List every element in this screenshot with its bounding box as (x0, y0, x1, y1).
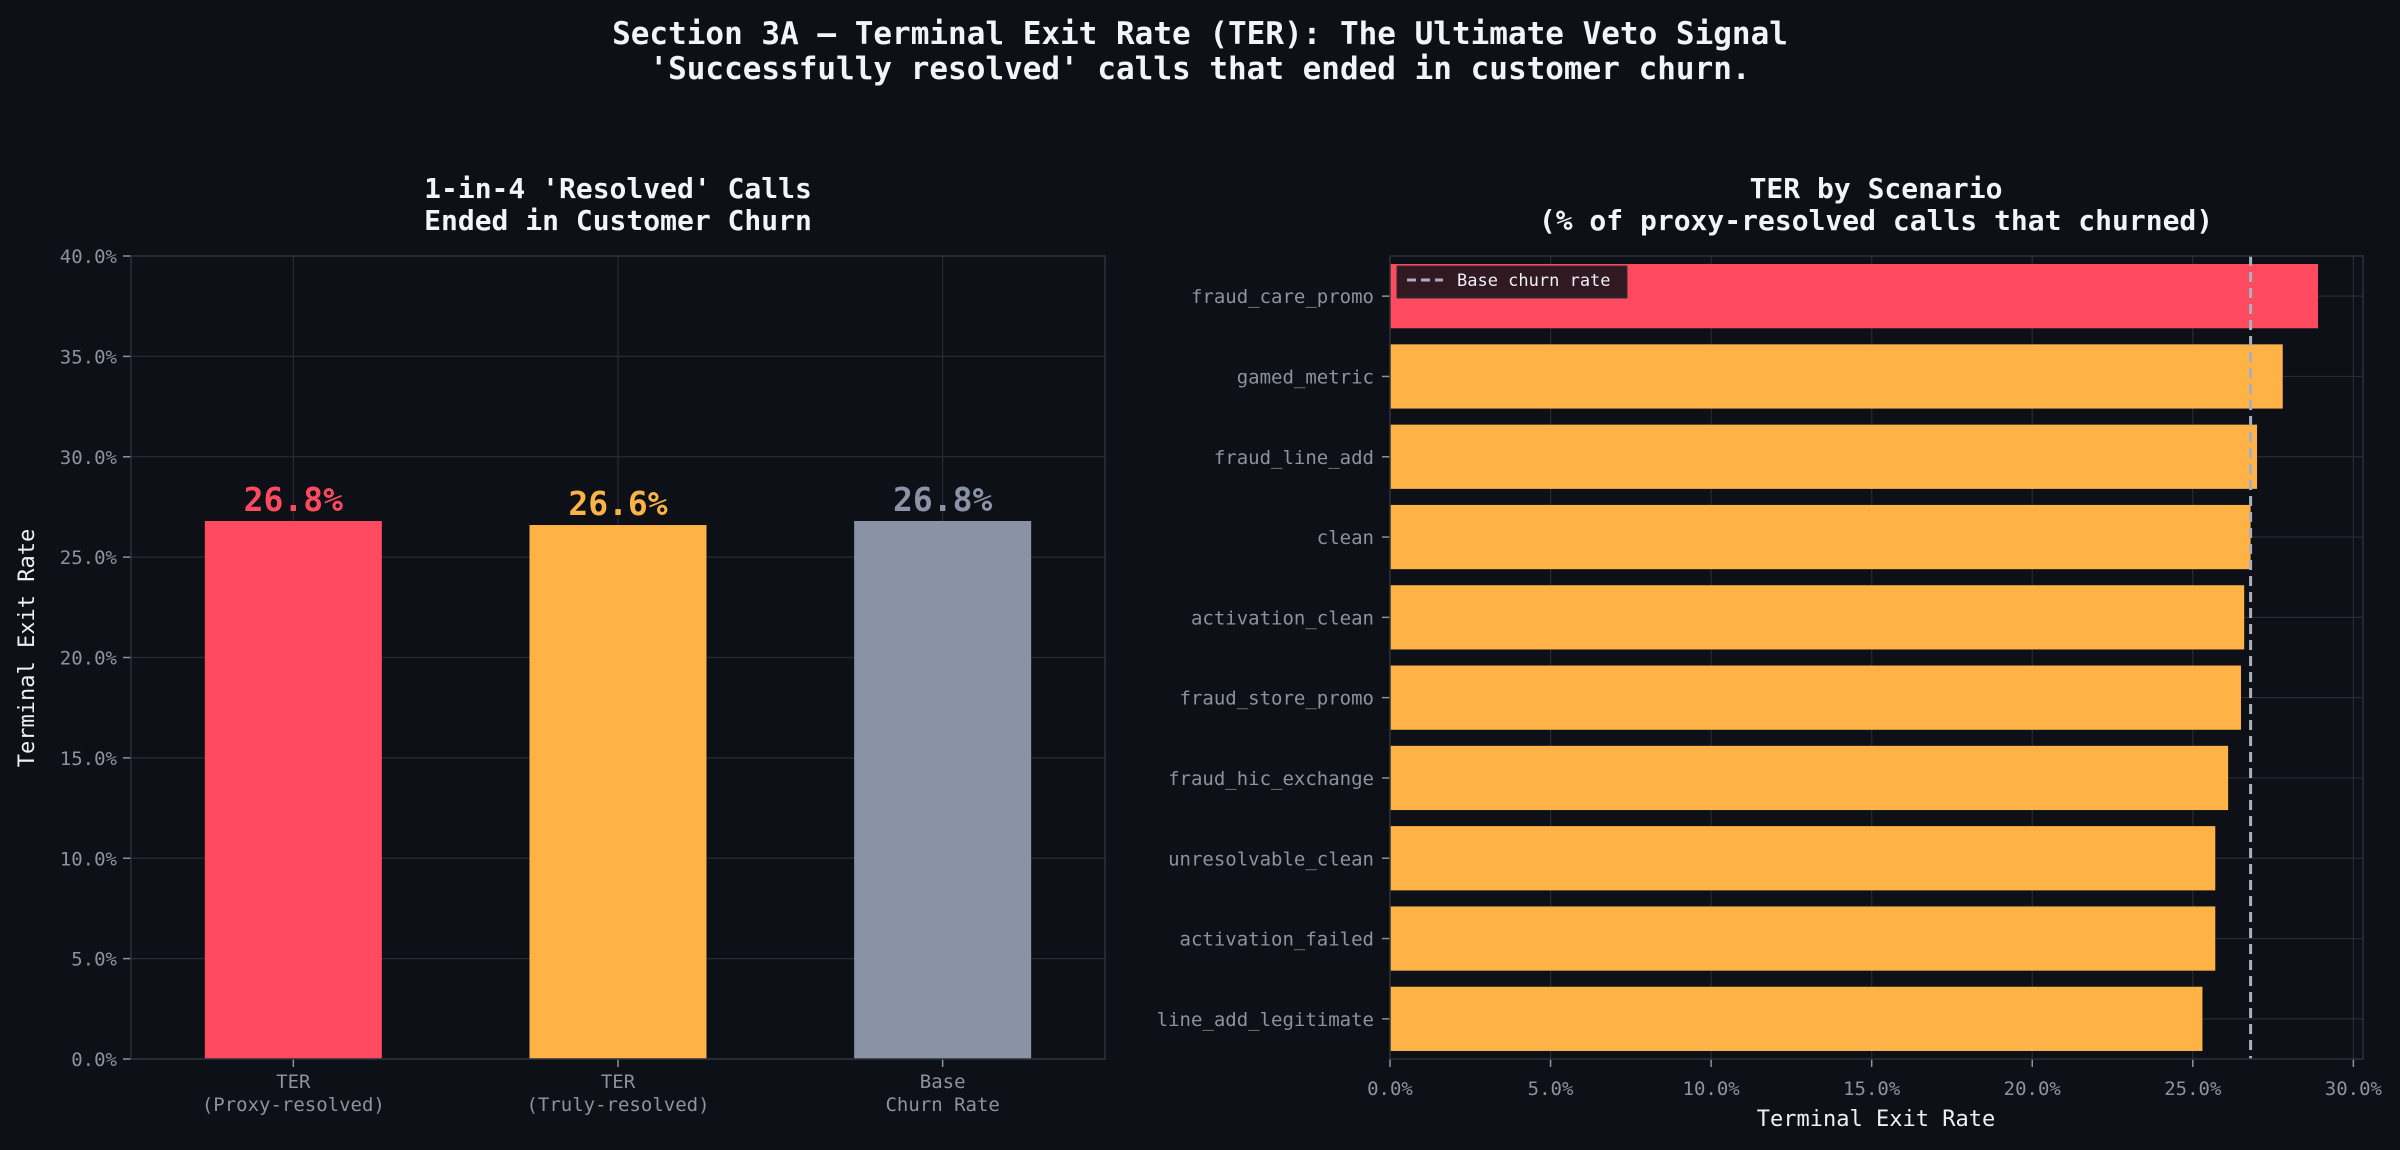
right-bars (1390, 264, 2319, 1051)
right-y-tick-label: line_add_legitimate (1157, 1009, 1374, 1031)
right-bar (1390, 344, 2283, 409)
figure-subtitle: 'Successfully resolved' calls that ended… (649, 51, 1750, 87)
left-x-tick-label: (Proxy-resolved) (202, 1094, 385, 1116)
left-bar-value-label: 26.8% (893, 480, 992, 519)
left-chart-title: 1-in-4 'Resolved' Calls (424, 172, 812, 205)
right-y-tick-label: fraud_store_promo (1180, 688, 1374, 710)
left-chart-subtitle: Ended in Customer Churn (424, 204, 812, 237)
right-bar (1390, 665, 2241, 730)
left-bar (204, 520, 382, 1059)
right-x-tick-label: 30.0% (2325, 1078, 2383, 1100)
right-x-axis-label: Terminal Exit Rate (1757, 1107, 1995, 1132)
right-y-tick-label: activation_failed (1180, 929, 1374, 951)
right-x-tick-label: 5.0% (1528, 1078, 1574, 1100)
right-bar (1390, 906, 2216, 971)
left-bar (854, 520, 1032, 1059)
left-y-axis-label: Terminal Exit Rate (15, 529, 40, 767)
left-y-tick-label: 40.0% (60, 246, 118, 268)
right-plot-frame (1389, 255, 2364, 1060)
right-bar (1390, 504, 2251, 570)
right-x-tick-label: 20.0% (2004, 1078, 2062, 1100)
right-bar (1390, 585, 2245, 650)
left-x-tick-label: TER (601, 1071, 636, 1093)
right-x-tick-label: 25.0% (2164, 1078, 2222, 1100)
right-bar (1390, 745, 2229, 811)
left-y-tick-label: 0.0% (71, 1049, 117, 1071)
left-ticks: 0.0% 5.0% 10.0% 15.0% 20.0% 25.0% 30.0% 35.0% 40… (60, 246, 1000, 1116)
left-y-tick-label: 10.0% (60, 848, 118, 870)
legend: Base churn rate (1396, 265, 1628, 299)
left-y-tick-label: 5.0% (71, 949, 117, 971)
right-y-tick-label: fraud_line_add (1214, 447, 1374, 469)
right-y-tick-label: fraud_hic_exchange (1168, 768, 1374, 790)
right-x-tick-label: 15.0% (1843, 1078, 1901, 1100)
right-chart-subtitle: (% of proxy-resolved calls that churned) (1539, 204, 2213, 237)
right-bar (1390, 986, 2203, 1051)
legend-box (1396, 265, 1628, 299)
left-bar (529, 525, 707, 1059)
left-x-tick-label: Base (920, 1071, 966, 1093)
right-x-tick-label: 10.0% (1683, 1078, 1741, 1100)
legend-label: Base churn rate (1457, 271, 1611, 291)
left-x-tick-label: Churn Rate (885, 1094, 999, 1116)
left-y-tick-label: 30.0% (60, 447, 118, 469)
right-chart: TER by Scenario (% of proxy-resolved cal… (1157, 172, 2383, 1132)
right-chart-title: TER by Scenario (1750, 172, 2003, 205)
right-ticks: 0.0% 5.0% 10.0% 15.0% 20.0% 25.0% 30.0% fraud_c… (1157, 286, 2383, 1100)
left-x-tick-label: (Truly-resolved) (526, 1094, 709, 1116)
right-y-tick-label: fraud_care_promo (1191, 286, 1374, 308)
right-x-tick-label: 0.0% (1367, 1078, 1413, 1100)
right-y-tick-label: unresolvable_clean (1168, 848, 1374, 870)
right-y-tick-label: clean (1317, 527, 1374, 549)
figure-title: Section 3A — Terminal Exit Rate (TER): T… (612, 16, 1788, 52)
left-bars: 26.8% 26.6% 26.8% (204, 480, 1032, 1059)
right-y-tick-label: gamed_metric (1237, 366, 1374, 388)
left-y-tick-label: 20.0% (60, 648, 118, 670)
left-chart: 1-in-4 'Resolved' Calls Ended in Custome… (15, 172, 1106, 1116)
left-y-tick-label: 25.0% (60, 547, 118, 569)
left-y-tick-label: 35.0% (60, 346, 118, 368)
right-bar (1390, 424, 2258, 489)
right-bar (1390, 826, 2216, 891)
left-bar-value-label: 26.8% (244, 480, 343, 519)
left-bar-value-label: 26.6% (568, 484, 667, 523)
left-plot-frame (130, 255, 1106, 1060)
left-x-tick-label: TER (276, 1071, 311, 1093)
right-y-tick-label: activation_clean (1191, 607, 1374, 629)
left-y-tick-label: 15.0% (60, 748, 118, 770)
